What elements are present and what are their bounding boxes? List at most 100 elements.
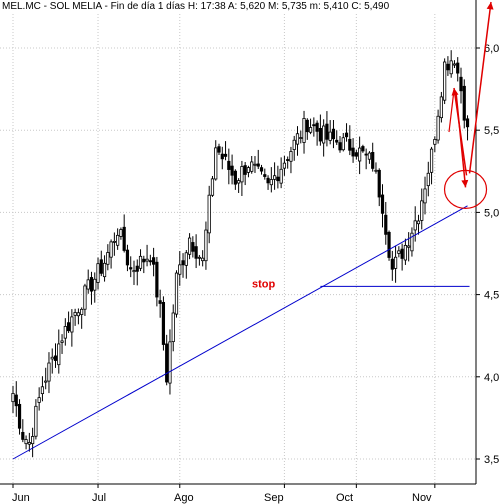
hour-label: H: [187, 1, 198, 12]
open-value: 5,620 [240, 1, 266, 12]
candle-body [178, 264, 182, 275]
candle-body [354, 152, 358, 157]
candle-body [367, 152, 372, 160]
close-value: 5,490 [364, 1, 390, 12]
candle-body [44, 380, 48, 383]
candle-body [371, 152, 375, 169]
candle-body [465, 118, 470, 128]
candle-body [37, 397, 41, 403]
candle-body [50, 356, 54, 360]
candle-body [27, 442, 31, 445]
candle-body [397, 250, 401, 254]
candle-body [207, 194, 211, 234]
candle-body [246, 167, 251, 173]
candle-body [250, 161, 254, 172]
candle-body [66, 322, 71, 332]
candle-body [171, 312, 175, 343]
annotation-arrow-down-head [461, 179, 469, 188]
candle-body [197, 256, 201, 259]
candle-body [361, 146, 365, 152]
candle-body [256, 163, 260, 167]
x-tick-label: Ago [174, 492, 194, 504]
annotation-tick [448, 89, 455, 133]
candle-body [390, 258, 394, 270]
candle-body [155, 261, 159, 298]
chart-header: MEL.MC - SOL MELIA - Fin de día 1 días H… [2, 1, 392, 12]
candle-body [420, 200, 424, 221]
candle-body [403, 244, 408, 261]
candle-body [47, 362, 51, 382]
candle-body [116, 234, 120, 246]
high-label: M: [267, 1, 280, 12]
y-tick-label: 5,5 [484, 125, 499, 137]
candle-body [70, 316, 74, 333]
candle-body [331, 128, 336, 140]
candle-body [96, 263, 100, 283]
candle-body [433, 139, 437, 145]
candle-body [227, 160, 231, 170]
candle-body [429, 148, 434, 173]
candle-body [439, 96, 443, 119]
candle-body [276, 176, 280, 182]
candle-body [60, 340, 64, 343]
candle-body [138, 255, 143, 269]
close-label: C: [351, 1, 362, 12]
candle-body [119, 229, 123, 237]
candle-body [407, 245, 411, 248]
period: Fin de día 1 días [110, 1, 186, 12]
candle-body [142, 258, 146, 263]
company-name: SOL MELIA [49, 1, 102, 12]
candle-body [191, 242, 195, 252]
candle-body [377, 169, 381, 198]
candle-body [272, 175, 277, 180]
candle-body [416, 220, 421, 225]
candle-body [57, 343, 61, 366]
candle-body [161, 301, 166, 345]
candle-body [194, 246, 198, 259]
candle-body [86, 279, 90, 290]
candle-body [83, 285, 87, 310]
candle-body [400, 248, 404, 259]
candle-body [14, 394, 18, 407]
candle-body [279, 168, 283, 184]
candle-body [358, 147, 362, 162]
candle-body [145, 258, 149, 262]
stop-label: stop [252, 278, 276, 290]
candle-body [449, 60, 453, 75]
candle-body [89, 277, 94, 292]
symbol: MEL.MC [2, 1, 41, 12]
candle-body [443, 61, 447, 101]
candle-body [165, 343, 169, 383]
candle-body [292, 139, 296, 150]
annotation-circle [443, 169, 488, 209]
candle-body [289, 151, 293, 162]
candle-body [446, 63, 450, 71]
candle-body [99, 259, 103, 274]
x-tick-label: Oct [336, 492, 353, 504]
candle-body [341, 137, 345, 151]
y-tick-label: 4,5 [484, 290, 499, 302]
trendline [12, 205, 468, 460]
candle-body [302, 118, 306, 143]
candle-body [410, 232, 414, 252]
candle-body [34, 405, 38, 437]
candle-body [24, 439, 28, 445]
candle-body [322, 125, 326, 144]
candle-body [259, 167, 264, 172]
candle-body [223, 153, 228, 157]
candle-body [351, 147, 355, 157]
candle-body [93, 278, 97, 291]
candle-body [459, 76, 463, 92]
candle-body [305, 119, 309, 133]
candle-body [21, 431, 25, 440]
candle-body [269, 179, 273, 186]
candle-body [240, 166, 244, 183]
candle-body [423, 188, 427, 204]
candle-body [73, 312, 77, 316]
candle-body [106, 252, 110, 265]
candle-body [387, 231, 391, 258]
candle-body [220, 153, 224, 160]
candle-body [112, 240, 116, 243]
candle-body [243, 165, 247, 175]
